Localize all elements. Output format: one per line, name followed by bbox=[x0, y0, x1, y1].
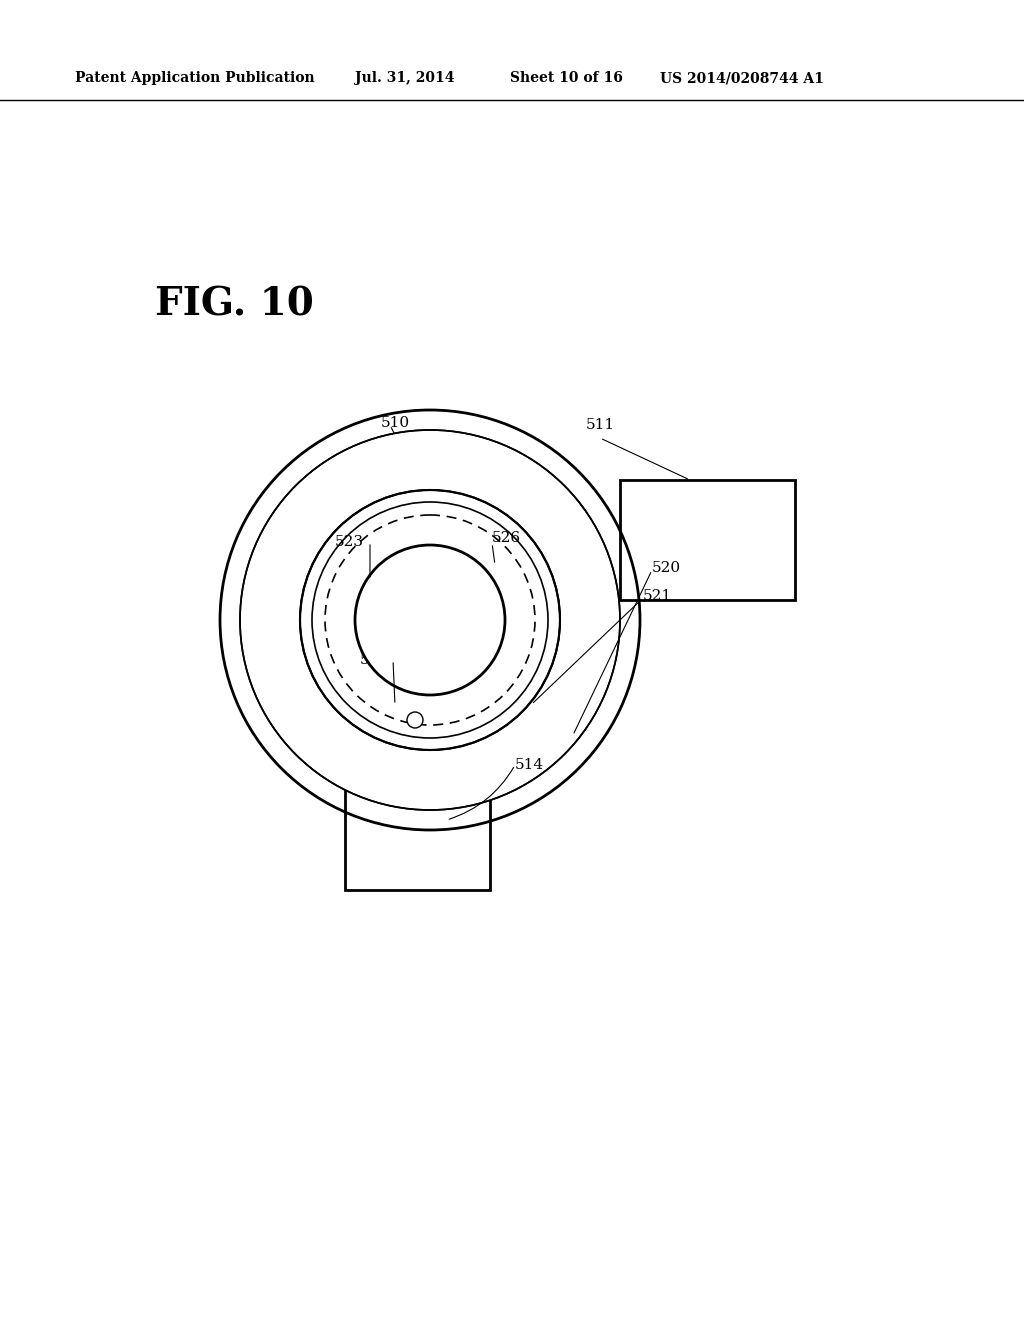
Circle shape bbox=[240, 430, 620, 810]
Circle shape bbox=[407, 711, 423, 729]
Text: 511: 511 bbox=[586, 418, 614, 432]
Text: 510: 510 bbox=[381, 416, 410, 430]
Text: 523: 523 bbox=[335, 535, 364, 549]
Text: 521: 521 bbox=[643, 589, 672, 603]
Text: US 2014/0208744 A1: US 2014/0208744 A1 bbox=[660, 71, 824, 84]
Text: FIG. 10: FIG. 10 bbox=[155, 285, 314, 323]
Text: 520: 520 bbox=[652, 561, 681, 576]
Text: 514: 514 bbox=[515, 758, 544, 772]
Text: Patent Application Publication: Patent Application Publication bbox=[75, 71, 314, 84]
Text: Sheet 10 of 16: Sheet 10 of 16 bbox=[510, 71, 623, 84]
Text: Jul. 31, 2014: Jul. 31, 2014 bbox=[355, 71, 455, 84]
Circle shape bbox=[355, 545, 505, 696]
Text: 527: 527 bbox=[360, 653, 389, 667]
Text: 526: 526 bbox=[492, 531, 521, 545]
